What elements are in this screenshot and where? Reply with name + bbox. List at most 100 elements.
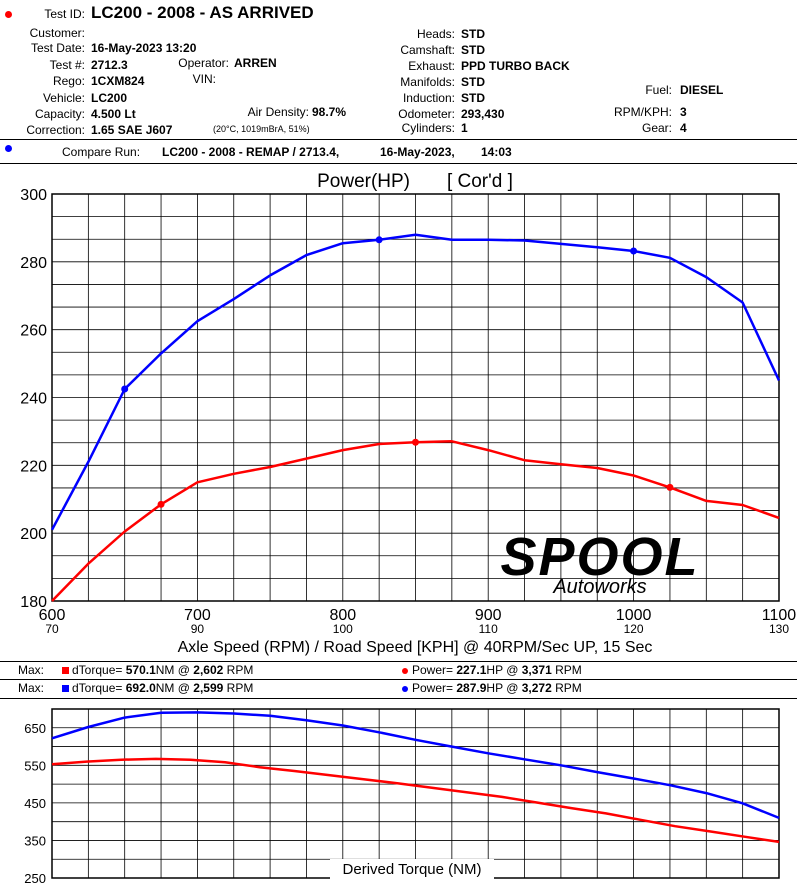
power-series-line [50,233,781,531]
power-rpm-unit: RPM [555,663,582,677]
power-value: 287.9 [456,681,487,695]
manifolds-label: Manifolds: [400,75,455,89]
induction-label: Induction: [402,91,455,105]
power-unit: HP @ [486,663,519,677]
torque-chart: 250 350 450 550 650 Derived Torque (NM) [24,708,780,886]
y-tick-label: 200 [20,526,47,543]
power-label: Power= [412,663,454,677]
power-series-marker [630,247,638,255]
vin-label: VIN: [192,72,216,86]
torque-unit: NM @ [155,663,190,677]
correction-label: Correction: [26,123,85,137]
correction-value: 1.65 SAE J607 [91,123,173,137]
x-tick-label: 900 [475,607,502,624]
y-tick-label: 450 [24,796,46,811]
y-tick-label: 240 [20,391,47,408]
air-density-value: 98.7% [312,105,347,119]
power-series-marker [121,385,129,393]
compare-run-value: LC200 - 2008 - REMAP / 2713.4, [162,145,340,159]
compare-label: Compare Run: [62,145,141,159]
rego-label: Rego: [52,74,85,88]
torque-unit: NM @ [155,681,190,695]
x2-tick-label: 90 [191,622,205,636]
max-row-blue: Max: dTorque= 692.0NM @ 2,599 RPM Power=… [0,681,797,698]
torque-rpm-unit: RPM [226,681,254,695]
x2-tick-label: 100 [333,622,353,636]
induction-value: STD [461,91,485,105]
x2-tick-label: 70 [45,622,59,636]
x2-tick-label: 130 [769,622,789,636]
spool-autoworks-logo: SPOOL Autoworks [500,527,699,598]
torque-value: 692.0 [125,681,156,695]
fuel-label: Fuel: [645,83,672,97]
x-tick-label: 800 [329,607,356,624]
conditions-text: (20°C, 1019mBrA, 51%) [213,124,310,134]
torque-rpm-unit: RPM [226,663,254,677]
test-date-value: 16-May-2023 13:20 [91,41,197,55]
rego-value: 1CXM824 [91,74,145,88]
torque-value: 570.1 [125,663,156,677]
torque-rpm: 2,602 [193,663,224,677]
power-rpm: 3,371 [521,663,552,677]
camshaft-label: Camshaft: [400,43,455,57]
run-blue-dot [5,145,12,152]
test-num-label: Test #: [49,58,85,72]
x-tick-label: 600 [39,607,66,624]
customer-label: Customer: [29,26,85,40]
torque-rpm: 2,599 [193,681,224,695]
exhaust-value: PPD TURBO BACK [461,59,570,73]
odometer-label: Odometer: [398,107,455,121]
power-rpm-unit: RPM [555,681,582,695]
y-tick-label: 250 [24,871,46,886]
x2-tick-label: 110 [479,622,498,636]
heads-value: STD [461,27,485,41]
max-bottom-divider [0,698,797,699]
logo-main-text: SPOOL [500,527,699,587]
power-entry: Power= 227.1HP @ 3,371 RPM [402,663,582,677]
x2-tick-label: 120 [624,622,644,636]
blue-square-icon [62,685,69,692]
compare-time-value: 14:03 [481,145,512,159]
compare-divider [0,163,797,164]
y-tick-label: 550 [24,758,46,773]
power-series-marker [412,438,419,446]
gear-value: 4 [680,121,687,135]
y-tick-label: 300 [20,187,47,204]
y-tick-label: 220 [20,458,47,475]
capacity-label: Capacity: [34,107,85,121]
y-tick-label: 650 [24,721,46,736]
vehicle-value: LC200 [91,91,128,105]
test-id-value: LC200 - 2008 - AS ARRIVED [91,3,314,22]
power-series-marker [375,236,383,244]
blue-dot-icon [402,686,408,692]
y-tick-label: 350 [24,833,46,848]
max-prefix: Max: [18,681,45,695]
heads-label: Heads: [416,27,455,41]
max-row-red: Max: dTorque= 570.1NM @ 2,602 RPM Power=… [0,663,797,680]
header-divider [0,139,797,140]
red-dot-icon [402,668,408,674]
y-tick-label: 180 [20,594,47,611]
y-tick-label: 280 [20,255,47,272]
odometer-value: 293,430 [461,107,505,121]
test-id-label: Test ID: [44,7,85,21]
operator-value: ARREN [234,56,277,70]
test-num-value: 2712.3 [91,58,128,72]
power-series-marker [666,483,674,491]
y-tick-label: 260 [20,323,47,340]
max-mid-divider [0,679,797,680]
test-date-label: Test Date: [30,41,85,55]
power-chart-xlabel: Axle Speed (RPM) / Road Speed [KPH] @ 40… [178,639,653,656]
x-tick-label: 1000 [616,607,652,624]
exhaust-label: Exhaust: [408,59,455,73]
x-tick-label: 700 [184,607,211,624]
torque-series-line [51,757,780,844]
x-tick-label: 1100 [762,607,797,624]
power-label: Power= [412,681,454,695]
torque-label: dTorque= [72,663,123,677]
max-prefix: Max: [18,663,45,677]
torque-entry: dTorque= 692.0NM @ 2,599 RPM [62,681,253,695]
rpm-kph-label: RPM/KPH: [613,105,672,119]
power-chart-title: Power(HP) [ Cor'd ] [317,171,513,192]
power-entry: Power= 287.9HP @ 3,272 RPM [402,681,582,695]
